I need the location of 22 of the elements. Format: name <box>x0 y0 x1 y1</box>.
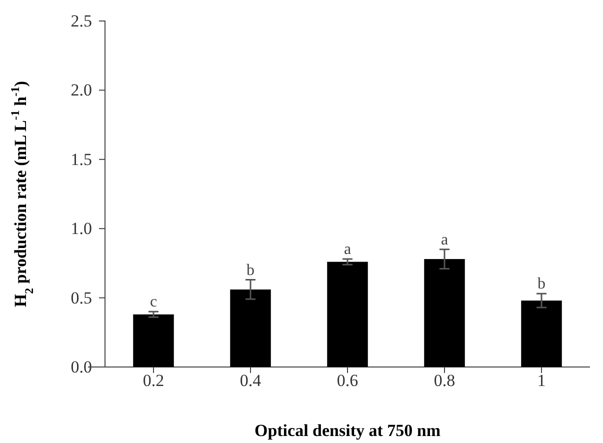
bar <box>521 300 562 367</box>
x-tick-label: 0.6 <box>336 371 358 390</box>
y-tick-label: 2.5 <box>70 11 92 30</box>
bar <box>133 314 174 367</box>
bar <box>230 289 271 367</box>
x-tick-label: 0.2 <box>142 371 164 390</box>
x-tick-label: 0.8 <box>434 371 456 390</box>
y-tick-label: 0.5 <box>70 288 92 308</box>
annotation: a <box>344 241 352 258</box>
annotation: b <box>538 276 546 293</box>
y-tick-label: 0.0 <box>70 357 92 376</box>
annotation: b <box>246 262 254 279</box>
y-tick-label: 1.5 <box>70 150 92 169</box>
y-tick-label: 1.0 <box>70 219 92 238</box>
bar <box>327 262 368 367</box>
y-tick-label: 2.0 <box>70 80 92 100</box>
x-tick-label: 0.4 <box>240 371 262 390</box>
bar <box>424 259 465 367</box>
annotation: c <box>150 294 158 311</box>
annotation: a <box>440 231 448 248</box>
x-axis-title: Optical density at 750 nm <box>254 421 441 440</box>
x-tick-label: 1 <box>537 371 546 390</box>
